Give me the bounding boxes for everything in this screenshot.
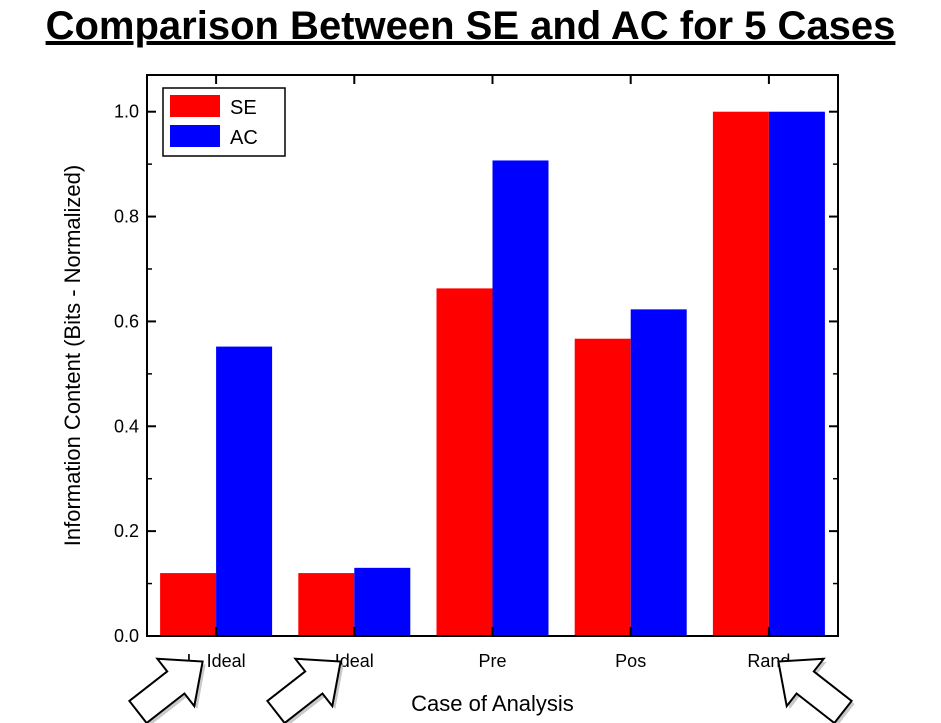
bar-se-3 <box>436 288 493 636</box>
x-axis-title: Case of Analysis <box>411 691 574 716</box>
y-tick-label: 0.4 <box>114 416 139 436</box>
y-tick-label: 0.8 <box>114 207 139 227</box>
bar-ac-5 <box>768 111 825 637</box>
legend-label-ac: AC <box>230 127 258 149</box>
bar-se-4 <box>574 338 631 636</box>
legend: SE AC <box>162 87 286 157</box>
y-axis: 0.0 0.2 0.4 0.6 0.8 1.0 <box>114 102 838 646</box>
bars-group <box>160 111 825 637</box>
x-tick-label: Pre <box>478 651 506 671</box>
bar-ac-1 <box>216 346 273 636</box>
y-tick-label: 0.6 <box>114 311 139 331</box>
bar-se-1 <box>160 573 217 636</box>
arrow-icon <box>265 657 342 723</box>
chart-title: Comparison Between SE and AC for 5 Cases <box>45 4 896 48</box>
bar-ac-4 <box>630 309 687 636</box>
arrow-icon <box>777 657 854 723</box>
x-tick-label: Ideal <box>335 651 374 671</box>
annotation-arrows <box>127 657 855 723</box>
y-tick-label: 0.0 <box>114 626 139 646</box>
legend-swatch-se <box>170 95 220 117</box>
bar-se-5 <box>712 111 769 637</box>
y-axis-title: Information Content (Bits - Normalized) <box>60 165 85 546</box>
legend-label-se: SE <box>230 97 257 119</box>
bar-ac-2 <box>354 567 411 636</box>
legend-swatch-ac <box>170 125 220 147</box>
bar-ac-3 <box>492 160 549 636</box>
y-tick-label: 0.2 <box>114 521 139 541</box>
arrow-icon <box>127 657 204 723</box>
x-tick-label: Pos <box>615 651 646 671</box>
y-tick-label: 1.0 <box>114 102 139 122</box>
bar-se-2 <box>298 573 355 636</box>
